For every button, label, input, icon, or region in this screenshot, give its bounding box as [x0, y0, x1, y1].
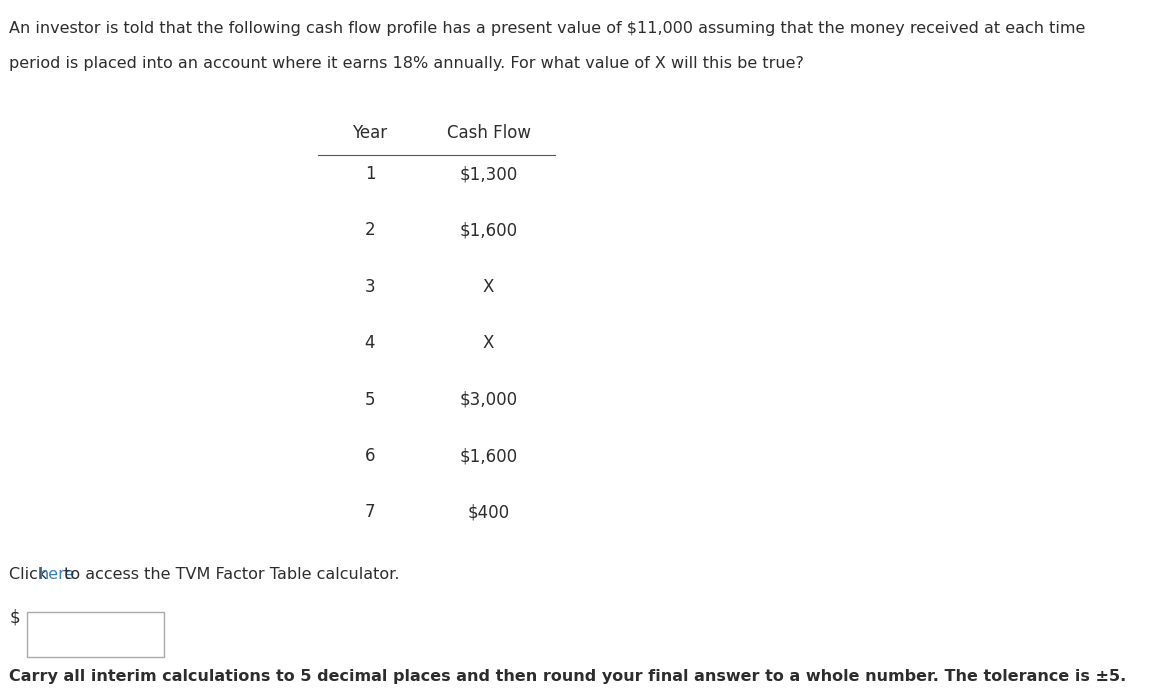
Text: 2: 2	[365, 222, 375, 239]
Text: An investor is told that the following cash flow profile has a present value of : An investor is told that the following c…	[9, 21, 1086, 36]
Text: 7: 7	[365, 504, 375, 522]
Text: period is placed into an account where it earns 18% annually. For what value of : period is placed into an account where i…	[9, 56, 804, 72]
Text: 3: 3	[365, 278, 375, 296]
Text: 1: 1	[365, 165, 375, 183]
Text: 6: 6	[365, 447, 375, 465]
Text: here: here	[39, 568, 75, 583]
Text: $: $	[9, 609, 20, 627]
Text: Click: Click	[9, 568, 53, 583]
Text: X: X	[483, 334, 494, 352]
Text: Year: Year	[352, 124, 388, 142]
Text: 4: 4	[365, 334, 375, 352]
Text: $3,000: $3,000	[459, 391, 518, 409]
Text: $1,600: $1,600	[459, 222, 518, 239]
Text: $1,600: $1,600	[459, 447, 518, 465]
Text: to access the TVM Factor Table calculator.: to access the TVM Factor Table calculato…	[58, 568, 400, 583]
Text: X: X	[483, 278, 494, 296]
Text: Cash Flow: Cash Flow	[447, 124, 531, 142]
Text: 5: 5	[365, 391, 375, 409]
FancyBboxPatch shape	[27, 612, 164, 657]
Text: $400: $400	[468, 504, 510, 522]
Text: $1,300: $1,300	[459, 165, 518, 183]
Text: Carry all interim calculations to 5 decimal places and then round your final ans: Carry all interim calculations to 5 deci…	[9, 669, 1127, 684]
